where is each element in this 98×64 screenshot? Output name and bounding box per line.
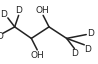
Text: D: D — [15, 6, 22, 15]
Text: D: D — [0, 32, 3, 41]
Text: D: D — [0, 10, 7, 19]
Text: D: D — [87, 29, 94, 38]
Text: OH: OH — [30, 51, 44, 60]
Text: OH: OH — [35, 6, 49, 15]
Text: D: D — [84, 45, 91, 54]
Text: D: D — [71, 49, 78, 58]
